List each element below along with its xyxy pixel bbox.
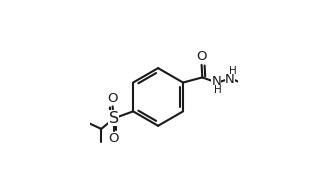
Text: O: O [196,50,207,63]
Text: O: O [107,92,117,105]
Text: H: H [228,65,236,75]
Text: N: N [211,75,221,88]
Text: S: S [108,111,119,126]
Text: N: N [225,73,235,86]
Text: O: O [109,132,119,145]
Text: H: H [214,85,222,95]
